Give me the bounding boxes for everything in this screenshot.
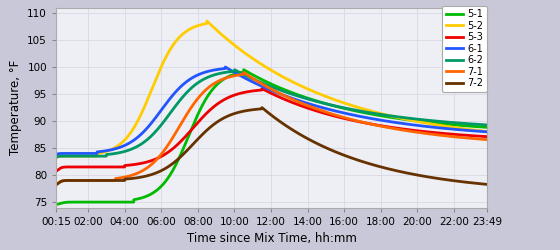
5-1 <box>484 126 491 129</box>
5-1 <box>393 116 399 119</box>
6-1 <box>251 81 258 84</box>
6-2 <box>472 123 478 126</box>
7-2 <box>263 109 269 112</box>
5-1 <box>74 200 81 203</box>
Line: 5-3: 5-3 <box>56 89 487 171</box>
Line: 6-1: 6-1 <box>56 67 487 155</box>
6-1 <box>263 86 269 90</box>
Line: 5-2: 5-2 <box>56 21 487 158</box>
7-1 <box>53 183 59 186</box>
5-3 <box>74 166 81 168</box>
7-1 <box>240 71 247 74</box>
6-2 <box>251 78 258 81</box>
7-1 <box>263 85 269 88</box>
Line: 7-2: 7-2 <box>56 108 487 185</box>
6-1 <box>53 153 59 156</box>
5-3 <box>259 87 265 90</box>
7-1 <box>251 78 258 81</box>
6-1 <box>484 130 491 133</box>
5-1 <box>263 80 269 83</box>
7-1 <box>393 128 399 130</box>
Line: 7-1: 7-1 <box>56 72 487 185</box>
7-1 <box>472 137 478 140</box>
5-1 <box>472 125 478 128</box>
5-1 <box>472 125 478 128</box>
5-2 <box>263 66 269 68</box>
5-3 <box>53 170 59 173</box>
7-2 <box>393 169 399 172</box>
Legend: 5-1, 5-2, 5-3, 6-1, 6-2, 7-1, 7-2: 5-1, 5-2, 5-3, 6-1, 6-2, 7-1, 7-2 <box>442 6 487 92</box>
6-1 <box>393 121 399 124</box>
6-2 <box>74 155 81 158</box>
6-2 <box>231 68 238 71</box>
X-axis label: Time since Mix Time, hh:mm: Time since Mix Time, hh:mm <box>186 232 357 245</box>
5-3 <box>472 134 478 137</box>
6-2 <box>263 83 269 86</box>
6-1 <box>472 130 478 132</box>
5-2 <box>484 130 491 133</box>
5-2 <box>251 58 258 61</box>
7-2 <box>484 183 491 186</box>
7-1 <box>472 137 478 140</box>
5-3 <box>393 126 399 130</box>
7-2 <box>472 182 478 185</box>
5-2 <box>472 129 478 132</box>
7-1 <box>484 138 491 141</box>
7-2 <box>259 106 265 109</box>
5-2 <box>472 129 478 132</box>
6-2 <box>484 124 491 126</box>
5-1 <box>251 74 258 77</box>
6-2 <box>472 123 478 126</box>
7-2 <box>74 179 81 182</box>
7-1 <box>74 179 81 182</box>
6-1 <box>74 152 81 155</box>
5-3 <box>484 135 491 138</box>
5-2 <box>53 156 59 159</box>
Y-axis label: Temperature, °F: Temperature, °F <box>8 60 22 155</box>
5-2 <box>393 116 399 118</box>
7-2 <box>53 183 59 186</box>
7-2 <box>251 108 258 111</box>
Line: 5-1: 5-1 <box>56 70 487 204</box>
6-1 <box>472 130 478 132</box>
5-1 <box>53 203 59 206</box>
6-2 <box>393 115 399 118</box>
5-1 <box>240 68 247 71</box>
6-2 <box>53 156 59 159</box>
5-2 <box>74 155 81 158</box>
5-3 <box>472 134 478 138</box>
Line: 6-2: 6-2 <box>56 70 487 158</box>
5-3 <box>251 89 258 92</box>
6-1 <box>222 66 228 68</box>
5-2 <box>204 20 211 22</box>
5-3 <box>263 89 269 92</box>
7-2 <box>472 182 478 185</box>
